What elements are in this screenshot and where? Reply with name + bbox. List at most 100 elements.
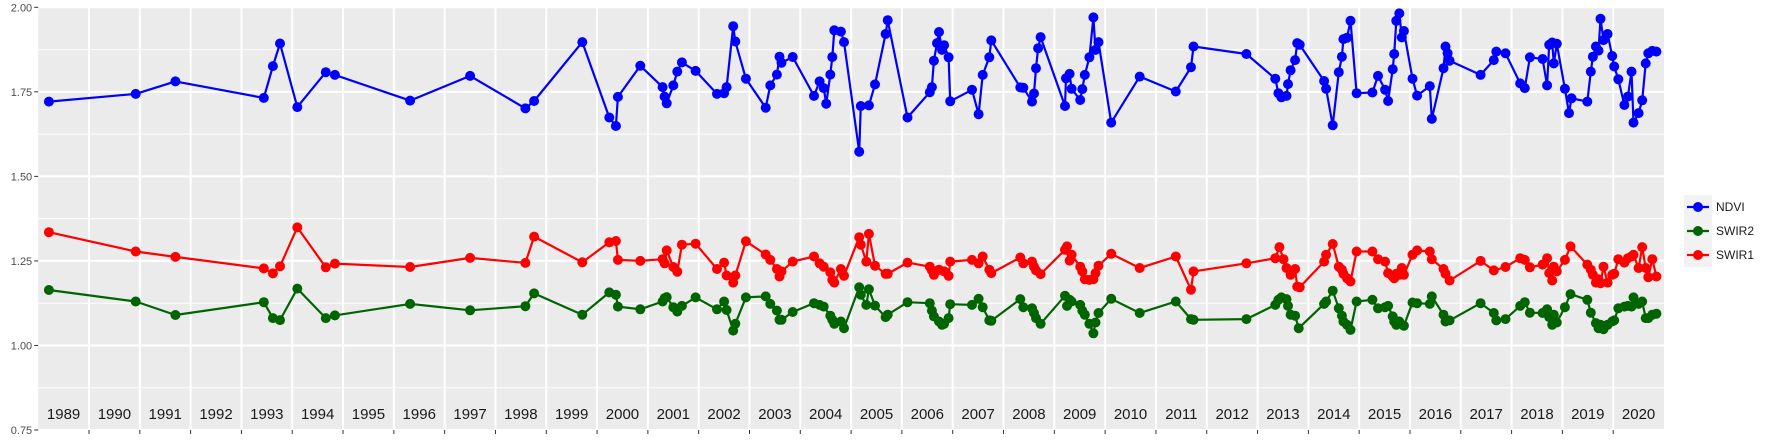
- data-point-ndvi: [1595, 13, 1606, 24]
- data-point-ndvi: [870, 79, 880, 90]
- year-label: 1998: [504, 406, 537, 423]
- data-point-swir2: [1188, 314, 1199, 325]
- data-point-swir1: [902, 257, 913, 268]
- data-point-swir1: [839, 270, 849, 281]
- series-layer: [43, 8, 1662, 339]
- data-point-swir2: [1559, 302, 1570, 313]
- data-point-swir2: [690, 292, 701, 303]
- data-point-swir2: [1321, 296, 1332, 307]
- data-point-swir2: [902, 297, 913, 308]
- y-tick-label: 1.75: [11, 87, 32, 99]
- data-point-ndvi: [902, 112, 913, 123]
- data-point-swir2: [610, 289, 621, 300]
- data-point-swir2: [1088, 328, 1099, 339]
- data-point-swir2: [1093, 308, 1104, 318]
- data-point-swir2: [661, 292, 672, 303]
- data-point-ndvi: [1077, 84, 1088, 95]
- data-point-ndvi: [882, 15, 893, 26]
- data-point-swir1: [1327, 239, 1338, 249]
- data-point-swir2: [258, 297, 269, 308]
- data-point-swir2: [1367, 294, 1378, 305]
- legend-label-swir2: SWIR2: [1716, 224, 1754, 238]
- data-point-swir2: [612, 301, 623, 312]
- data-point-ndvi: [1066, 83, 1077, 94]
- data-point-ndvi: [1640, 58, 1651, 69]
- data-point-ndvi: [1651, 46, 1662, 57]
- data-point-ndvi: [1351, 88, 1362, 99]
- data-point-ndvi: [612, 91, 623, 102]
- data-point-swir1: [1062, 241, 1072, 252]
- data-point-ndvi: [1084, 52, 1095, 63]
- data-point-swir2: [1542, 304, 1553, 315]
- year-label: 2012: [1215, 406, 1248, 423]
- data-point-swir1: [1077, 266, 1088, 277]
- data-point-swir1: [676, 239, 687, 250]
- data-point-swir1: [1270, 253, 1281, 264]
- data-point-ndvi: [267, 61, 278, 72]
- data-point-ndvi: [676, 57, 687, 68]
- data-point-swir1: [1444, 275, 1455, 286]
- data-point-swir1: [986, 268, 997, 279]
- data-point-ndvi: [1281, 90, 1292, 101]
- data-point-swir1: [610, 236, 621, 246]
- legend-key-point: [1693, 226, 1703, 236]
- data-point-swir2: [1551, 317, 1562, 328]
- data-point-ndvi: [657, 82, 668, 93]
- data-point-swir2: [855, 289, 866, 300]
- data-point-swir1: [765, 254, 776, 265]
- data-point-ndvi: [1607, 51, 1618, 61]
- data-point-swir2: [465, 305, 476, 316]
- data-point-swir1: [405, 262, 416, 272]
- data-point-swir1: [719, 257, 730, 268]
- data-point-ndvi: [520, 103, 531, 114]
- data-point-swir1: [1294, 282, 1305, 293]
- data-point-swir1: [825, 267, 836, 278]
- data-point-swir2: [986, 315, 997, 326]
- data-point-swir1: [1565, 241, 1576, 252]
- data-point-ndvi: [1633, 108, 1644, 119]
- data-point-ndvi: [1029, 88, 1039, 99]
- data-point-ndvi: [967, 84, 977, 95]
- data-point-ndvi: [610, 121, 621, 131]
- data-point-ndvi: [984, 52, 995, 63]
- data-point-ndvi: [1060, 101, 1070, 111]
- data-point-ndvi: [661, 98, 672, 109]
- data-point-ndvi: [1398, 26, 1409, 36]
- data-point-ndvi: [1079, 69, 1090, 80]
- data-point-ndvi: [839, 37, 849, 48]
- data-point-swir1: [1398, 269, 1409, 280]
- data-point-swir1: [1643, 272, 1654, 283]
- data-point-ndvi: [1031, 63, 1041, 74]
- data-point-swir1: [854, 232, 865, 243]
- data-point-ndvi: [1336, 51, 1347, 62]
- year-label: 1995: [352, 406, 385, 423]
- y-tick-label: 0.75: [11, 425, 32, 437]
- data-point-swir1: [1106, 248, 1117, 259]
- data-point-ndvi: [1283, 79, 1293, 90]
- data-point-swir2: [1134, 308, 1145, 318]
- year-label: 1991: [149, 406, 182, 423]
- data-point-ndvi: [728, 21, 739, 32]
- data-point-ndvi: [1380, 84, 1391, 95]
- data-point-swir2: [676, 300, 687, 311]
- data-point-swir2: [776, 314, 787, 325]
- data-point-ndvi: [1475, 69, 1486, 80]
- data-point-swir1: [787, 256, 798, 267]
- data-point-swir2: [870, 300, 880, 311]
- data-point-swir1: [465, 252, 476, 263]
- data-point-ndvi: [1394, 8, 1405, 19]
- data-point-ndvi: [787, 52, 798, 62]
- data-point-swir2: [818, 301, 829, 312]
- data-point-swir2: [839, 323, 849, 334]
- data-point-swir1: [1066, 249, 1077, 260]
- year-label: 1989: [47, 406, 80, 423]
- data-point-swir2: [1412, 298, 1423, 309]
- data-point-swir2: [973, 293, 984, 304]
- data-point-ndvi: [939, 40, 950, 51]
- data-point-swir1: [1380, 256, 1391, 267]
- data-point-ndvi: [1551, 38, 1562, 49]
- data-point-swir1: [1500, 262, 1511, 272]
- legend-key-point: [1693, 250, 1703, 260]
- data-point-swir1: [612, 254, 623, 265]
